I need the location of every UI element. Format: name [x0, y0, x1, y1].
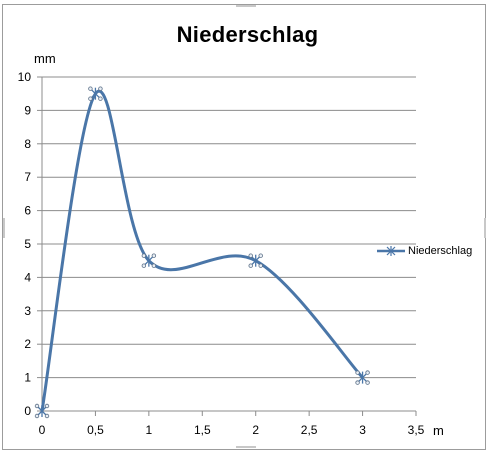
x-tick-label: 0: [39, 423, 46, 437]
x-tick-label: 0,5: [87, 423, 104, 437]
resize-handle-left[interactable]: [3, 218, 5, 238]
x-tick-label: 3,5: [408, 423, 425, 437]
x-axis-title[interactable]: m: [433, 423, 444, 438]
data-point-marker[interactable]: [141, 253, 157, 268]
resize-handle-top[interactable]: [236, 5, 256, 7]
legend-label: Niederschlag: [408, 245, 473, 257]
resize-handle-bottom[interactable]: [236, 446, 256, 448]
chart-area[interactable]: [2, 4, 486, 450]
y-tick-label: 0: [24, 404, 31, 418]
resize-handle-right[interactable]: [484, 218, 486, 238]
x-tick-label: 3: [359, 423, 366, 437]
y-tick-label: 6: [24, 204, 31, 218]
x-tick-label: 2,5: [301, 423, 318, 437]
y-tick-label: 10: [18, 70, 32, 84]
data-point-marker[interactable]: [248, 253, 263, 268]
y-tick-label: 5: [24, 237, 31, 251]
y-tick-label: 8: [24, 137, 31, 151]
data-point-marker[interactable]: [88, 86, 103, 101]
y-tick-label: 3: [24, 304, 31, 318]
x-tick-label: 2: [252, 423, 259, 437]
chart-title[interactable]: Niederschlag: [176, 22, 319, 47]
x-tick-label: 1,5: [194, 423, 211, 437]
y-tick-label: 2: [24, 337, 31, 351]
y-tick-label: 7: [24, 170, 31, 184]
series-line[interactable]: [40, 89, 364, 412]
y-tick-label: 1: [24, 371, 31, 385]
data-point-marker[interactable]: [355, 370, 370, 385]
data-point-marker[interactable]: [34, 403, 50, 419]
y-axis-title[interactable]: mm: [34, 51, 56, 66]
legend[interactable]: Niederschlag: [376, 244, 472, 258]
x-tick-label: 1: [146, 423, 153, 437]
legend-line-marker-icon: [377, 246, 405, 256]
y-tick-label: 9: [24, 103, 31, 117]
y-tick-label: 4: [24, 270, 31, 284]
